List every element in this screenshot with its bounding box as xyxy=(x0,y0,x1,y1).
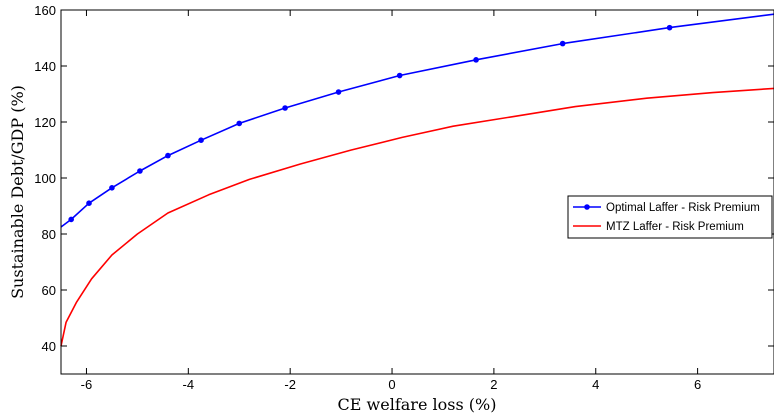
plot-frame xyxy=(60,9,774,375)
y-tick-label: 80 xyxy=(42,227,56,242)
y-tick-label: 160 xyxy=(34,3,56,18)
legend-label-optimal-laffer: Optimal Laffer - Risk Premium xyxy=(606,202,760,214)
data-point-optimal-laffer-risk-premium xyxy=(559,40,566,47)
data-point-optimal-laffer-risk-premium xyxy=(335,89,342,95)
data-point-optimal-laffer-risk-premium xyxy=(68,216,74,223)
x-tick-label: 6 xyxy=(694,377,701,392)
legend-label-mtz-laffer: MTZ Laffer - Risk Premium xyxy=(606,221,744,233)
legend: Optimal Laffer - Risk Premium MTZ Laffer… xyxy=(567,195,773,239)
y-tick-label: 60 xyxy=(42,283,56,298)
y-axis: 40 60 80 100 120 140 160 xyxy=(34,3,774,354)
x-tick-label: -4 xyxy=(183,377,195,392)
data-point-optimal-laffer-risk-premium xyxy=(198,137,204,143)
y-tick-label: 120 xyxy=(34,115,56,130)
y-tick-label: 40 xyxy=(42,339,56,354)
series-layer xyxy=(60,13,774,347)
data-point-optimal-laffer-risk-premium xyxy=(396,72,403,79)
x-tick-label: 4 xyxy=(592,377,599,392)
data-point-optimal-laffer-risk-premium xyxy=(86,200,92,206)
x-axis: -6 -4 -2 0 2 4 6 xyxy=(81,10,701,392)
x-tick-label: 0 xyxy=(388,377,395,392)
data-point-optimal-laffer-risk-premium xyxy=(109,185,115,191)
data-point-optimal-laffer-risk-premium xyxy=(282,105,288,111)
x-tick-label: -2 xyxy=(284,377,296,392)
data-point-optimal-laffer-risk-premium xyxy=(473,57,479,63)
legend-box xyxy=(567,195,773,239)
x-tick-label: 2 xyxy=(490,377,497,392)
legend-marker-optimal-laffer xyxy=(584,204,590,210)
series-line-mtz-laffer-risk-premium xyxy=(60,87,774,347)
data-point-optimal-laffer-risk-premium xyxy=(137,168,143,174)
data-point-optimal-laffer-risk-premium xyxy=(666,24,673,31)
x-axis-title: CE welfare loss (%) xyxy=(338,395,497,414)
plot-area xyxy=(61,10,774,374)
data-point-optimal-laffer-risk-premium xyxy=(236,120,243,127)
x-tick-label: -6 xyxy=(81,377,93,392)
y-tick-label: 100 xyxy=(34,171,56,186)
y-axis-title: Sustainable Debt/GDP (%) xyxy=(8,85,27,299)
data-point-optimal-laffer-risk-premium xyxy=(165,152,171,159)
y-tick-label: 140 xyxy=(34,59,56,74)
